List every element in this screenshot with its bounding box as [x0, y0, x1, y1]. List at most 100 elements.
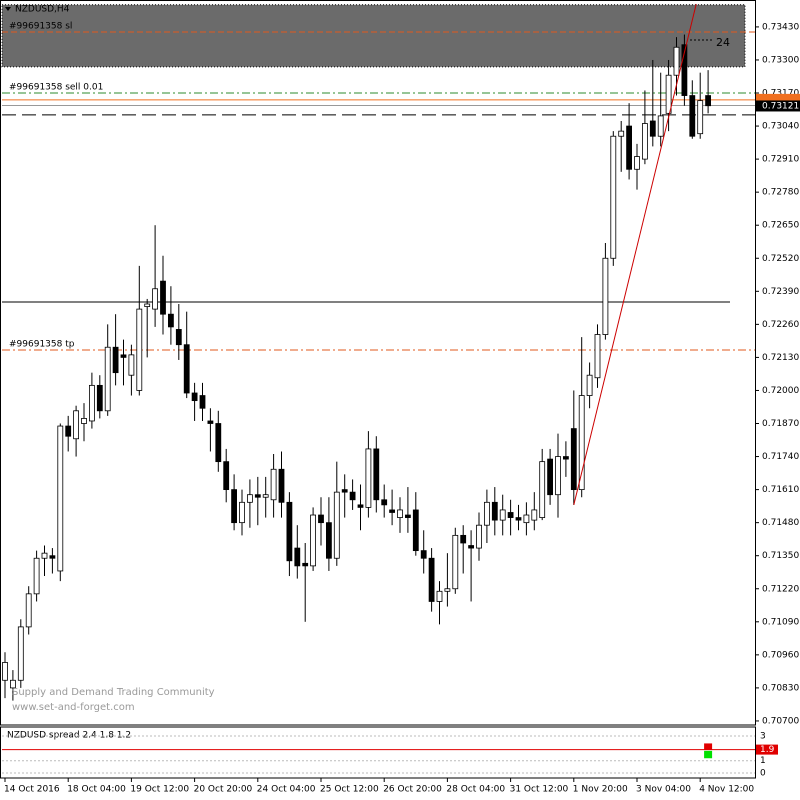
y-tick-label: 0.70830	[762, 683, 799, 693]
candle-body	[2, 662, 8, 681]
y-tick-label: 0.73170	[762, 89, 799, 99]
y-tick-label: 0.70700	[762, 716, 799, 726]
x-tick-label: 26 Oct 20:00	[383, 785, 442, 795]
y-tick-label: 0.72650	[762, 221, 799, 231]
candle-body	[167, 313, 174, 328]
spread-title: NZDUSD spread 2.4 1.8 1.2	[7, 731, 131, 741]
candle-body	[705, 95, 711, 107]
candle-body	[136, 308, 143, 391]
candle-body	[41, 552, 48, 559]
candle-body	[689, 95, 696, 137]
y-tick-label: 0.72130	[762, 353, 799, 363]
candle-body	[420, 550, 427, 559]
y-tick-label: 0.72000	[762, 386, 799, 396]
candle-body	[436, 590, 443, 602]
candle-body	[89, 384, 95, 422]
spread-bar	[704, 750, 713, 759]
candle-body	[578, 395, 585, 491]
level-label: #99691358 tp	[9, 340, 75, 350]
candle-body	[286, 501, 293, 562]
candle-body	[626, 125, 632, 170]
y-tick-label: 0.71610	[762, 485, 799, 495]
x-tick-label: 18 Oct 04:00	[67, 785, 126, 795]
candle-body	[246, 494, 253, 503]
candle-body	[515, 517, 522, 521]
candle-body	[128, 354, 135, 376]
candle-body	[381, 499, 388, 506]
spread-tick-label: 3	[760, 732, 766, 742]
candle-body	[310, 514, 317, 567]
candle-body	[25, 593, 32, 628]
y-tick-label: 0.72780	[762, 188, 799, 198]
current-price-box	[756, 100, 800, 112]
candle-body	[586, 374, 593, 396]
chart-title: NZDUSD,H4	[15, 5, 70, 15]
candle-body	[444, 588, 451, 592]
candle-body	[120, 354, 127, 358]
y-tick-label: 0.71480	[762, 518, 799, 528]
candle-body	[499, 509, 506, 521]
y-tick-label: 0.71740	[762, 452, 799, 462]
candle-body	[207, 420, 214, 424]
x-tick-label: 31 Oct 12:00	[510, 785, 569, 795]
level-price-box	[756, 93, 800, 104]
y-tick-label: 0.72260	[762, 320, 799, 330]
x-tick-label: 14 Oct 2016	[4, 785, 60, 795]
candle-body	[262, 494, 269, 498]
watermark: Supply and Demand Trading Community	[12, 687, 215, 698]
candle-body	[239, 501, 245, 524]
candle-body	[547, 458, 553, 496]
candle-body	[57, 425, 64, 572]
candle-body	[404, 514, 411, 518]
candle-body	[507, 512, 514, 518]
candle-body	[491, 501, 498, 521]
candle-body	[223, 461, 230, 491]
candle-body	[681, 44, 688, 96]
level-label: #99691358 sell 0.01	[9, 83, 103, 93]
candle-body	[531, 509, 538, 521]
candle-body	[523, 514, 530, 524]
current-price-label: 0.73121	[762, 101, 799, 111]
x-tick-label: 25 Oct 12:00	[320, 785, 379, 795]
candle-body	[634, 156, 640, 170]
candle-body	[302, 562, 309, 567]
candle-body	[325, 522, 332, 559]
watermark: www.set-and-forget.com	[12, 702, 135, 713]
candle-body	[33, 557, 40, 595]
candle-body	[657, 115, 664, 137]
y-tick-label: 0.71090	[762, 617, 799, 627]
spread-frame	[0, 726, 756, 779]
x-tick-label: 20 Oct 20:00	[194, 785, 253, 795]
x-tick-label: 24 Oct 04:00	[257, 785, 316, 795]
y-tick-label: 0.71350	[762, 551, 799, 561]
candle-body	[642, 123, 648, 160]
y-tick-label: 0.73430	[762, 22, 799, 32]
candle-body	[160, 280, 166, 315]
candle-body	[389, 509, 396, 513]
candle-body	[563, 456, 569, 460]
y-tick-label: 0.70960	[762, 650, 799, 660]
candle-body	[104, 346, 111, 412]
spread-bar	[704, 743, 713, 750]
candle-body	[476, 524, 482, 549]
y-tick-label: 0.72910	[762, 155, 799, 165]
marker-text: 24	[716, 36, 730, 49]
candle-body	[428, 557, 435, 602]
candle-body	[452, 534, 459, 590]
candle-body	[483, 501, 490, 526]
candle-body	[231, 489, 238, 524]
candle-body	[278, 468, 285, 503]
candle-body	[112, 346, 119, 374]
x-tick-label: 3 Nov 04:00	[636, 785, 691, 795]
y-tick-label: 0.72390	[762, 287, 799, 297]
candle-body	[412, 509, 419, 552]
candle-body	[65, 425, 72, 437]
candle-body	[294, 547, 301, 567]
candle-body	[602, 257, 609, 335]
candle-body	[254, 494, 261, 498]
candle-body	[357, 504, 364, 508]
candle-body	[81, 418, 87, 424]
candle-body	[9, 679, 16, 689]
y-tick-label: 0.72520	[762, 254, 799, 264]
